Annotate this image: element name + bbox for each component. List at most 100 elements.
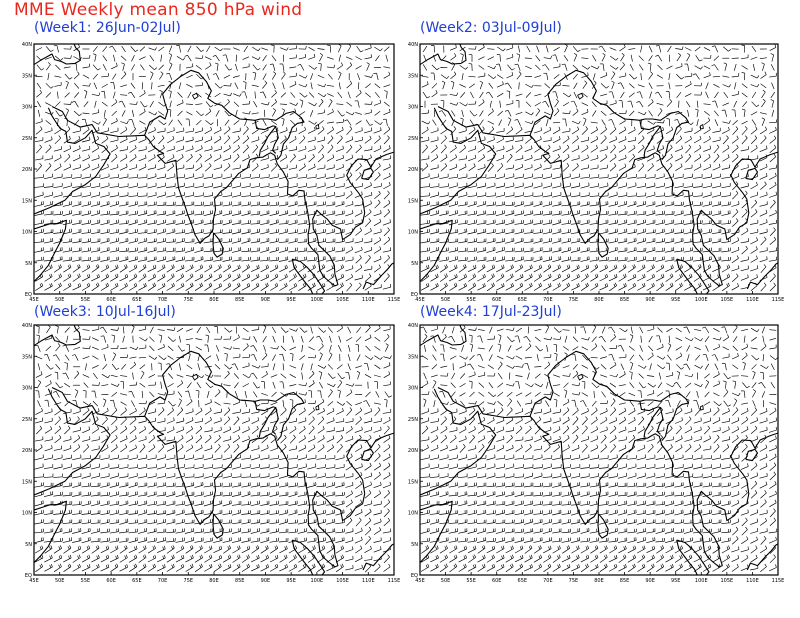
wind-barb-feather — [747, 274, 749, 278]
y-tick-label: 20N — [408, 167, 418, 173]
wind-barb-feather — [550, 55, 553, 59]
wind-barb — [570, 240, 580, 244]
wind-barb — [250, 223, 260, 225]
wind-barb-feather — [78, 44, 80, 48]
wind-barb — [477, 266, 486, 273]
wind-barb — [599, 267, 608, 273]
wind-barb — [169, 91, 172, 99]
wind-barb-feather — [259, 91, 264, 94]
wind-barb-feather — [125, 154, 128, 158]
wind-barb — [638, 64, 644, 71]
wind-barb — [222, 195, 232, 198]
wind-barb — [705, 82, 709, 90]
wind-barb — [253, 335, 258, 343]
wind-barb — [169, 73, 173, 81]
wind-barb — [385, 119, 388, 127]
wind-barb — [241, 231, 251, 235]
wind-barb-feather — [662, 154, 664, 158]
wind-barb — [420, 267, 430, 272]
wind-barb — [280, 327, 287, 333]
wind-barb — [515, 112, 523, 115]
wind-barb — [111, 156, 118, 163]
wind-barb-feather — [515, 99, 520, 102]
wind-barb-feather — [172, 339, 176, 342]
wind-barb — [269, 276, 279, 282]
wind-barb — [476, 241, 486, 244]
wind-barb-feather — [491, 108, 494, 112]
wind-barb-feather — [482, 99, 485, 103]
wind-barb — [288, 167, 297, 170]
wind-barb — [561, 222, 571, 225]
wind-barb — [675, 128, 682, 136]
wind-barb — [213, 240, 223, 244]
wind-barb — [759, 57, 767, 60]
wind-barb — [477, 203, 486, 207]
wind-barb-feather — [201, 273, 204, 278]
wind-barb — [686, 54, 691, 62]
wind-barb — [110, 374, 118, 378]
wind-barb-feather — [228, 163, 231, 167]
y-tick-label: 15N — [408, 198, 418, 204]
wind-barb — [72, 259, 82, 262]
wind-barb-feather — [493, 264, 496, 268]
wind-barb — [345, 241, 354, 244]
wind-barb — [288, 185, 298, 189]
wind-barb — [222, 250, 232, 253]
wind-barb — [552, 259, 561, 263]
wind-barb-feather — [670, 283, 672, 287]
wind-barb-feather — [359, 144, 362, 148]
wind-barb — [543, 276, 552, 282]
wind-barb-feather — [153, 154, 156, 158]
wind-barb — [524, 185, 533, 189]
wind-barb — [289, 66, 297, 69]
wind-barb — [62, 176, 72, 179]
wind-barb — [523, 232, 533, 234]
wind-barb-feather — [492, 282, 495, 286]
wind-barb-feather — [41, 118, 43, 122]
wind-barb-feather — [342, 145, 344, 149]
wind-barb — [467, 213, 477, 216]
wind-barb-feather — [576, 283, 579, 288]
wind-barb — [608, 276, 618, 282]
wind-barb-feather — [163, 282, 166, 287]
wind-barb — [45, 111, 52, 116]
wind-barb — [223, 165, 231, 172]
wind-barb — [301, 100, 304, 108]
wind-barb-feather — [577, 49, 581, 52]
wind-barb — [430, 285, 439, 291]
wind-barb-feather — [598, 45, 602, 48]
wind-barb-feather — [378, 135, 381, 139]
wind-barb-feather — [380, 121, 383, 125]
wind-barb — [168, 373, 174, 379]
wind-barb-feather — [57, 343, 61, 346]
wind-barb — [166, 213, 176, 216]
wind-barb-feather — [115, 99, 118, 103]
wind-barb-feather — [128, 118, 132, 121]
wind-barb — [572, 73, 578, 80]
wind-barb — [234, 363, 239, 371]
wind-barb-feather — [267, 264, 269, 268]
wind-barb-feather — [230, 92, 232, 97]
y-tick-label: 25N — [408, 136, 418, 142]
wind-barb-feather — [125, 264, 128, 268]
wind-barb — [648, 73, 653, 80]
wind-barb — [570, 176, 580, 180]
wind-barb-feather — [436, 273, 439, 277]
wind-barb — [326, 249, 335, 253]
wind-barb-feather — [765, 126, 767, 130]
wind-barb-feather — [636, 91, 641, 93]
wind-barb — [317, 48, 325, 50]
wind-barb — [278, 185, 288, 189]
wind-barb — [113, 54, 116, 62]
wind-barb — [55, 336, 61, 343]
wind-barb — [702, 259, 712, 263]
wind-barb-feather — [548, 144, 551, 148]
wind-barb — [429, 186, 439, 188]
wind-barb-feather — [321, 283, 324, 288]
wind-barb — [459, 65, 466, 70]
wind-barb-feather — [650, 71, 653, 75]
wind-barb — [204, 285, 213, 291]
wind-barb — [373, 221, 382, 227]
wind-barb — [440, 165, 448, 172]
wind-barb — [664, 241, 674, 244]
